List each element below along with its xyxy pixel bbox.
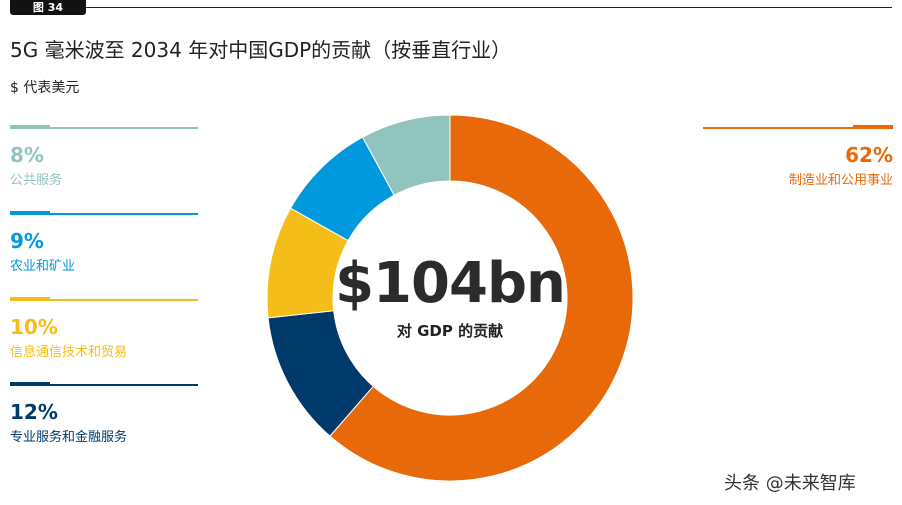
legend-percent: 8% bbox=[10, 143, 44, 167]
legend-rule bbox=[10, 213, 198, 215]
chart-subtitle: $ 代表美元 bbox=[10, 80, 80, 96]
legend-label: 信息通信技术和贸易 bbox=[10, 345, 128, 360]
legend-label: 公共服务 bbox=[10, 173, 63, 188]
legend-percent: 62% bbox=[845, 143, 893, 167]
legend-label: 农业和矿业 bbox=[10, 259, 76, 274]
legend-tick bbox=[10, 382, 50, 386]
figure-tag: 图 34 bbox=[10, 0, 86, 15]
legend-label: 制造业和公用事业 bbox=[788, 173, 893, 188]
legend-tick bbox=[853, 125, 893, 129]
legend-tick bbox=[10, 211, 50, 215]
top-rule bbox=[86, 7, 892, 8]
legend-rule bbox=[10, 127, 198, 129]
donut-slice bbox=[361, 114, 451, 196]
center-total-label: 对 GDP 的贡献 bbox=[396, 322, 504, 340]
legend-percent: 10% bbox=[10, 315, 58, 339]
chart-title: 5G 毫米波至 2034 年对中国GDP的贡献（按垂直行业） bbox=[10, 38, 512, 62]
donut-chart bbox=[266, 114, 634, 482]
donut-slice bbox=[329, 114, 634, 482]
legend-tick bbox=[10, 297, 50, 301]
legend-rule bbox=[703, 127, 893, 129]
watermark: 头条 @未来智库 bbox=[724, 473, 856, 494]
center-total-value: $104bn bbox=[335, 251, 566, 316]
legend-percent: 9% bbox=[10, 229, 44, 253]
legend-percent: 12% bbox=[10, 400, 58, 424]
legend-rule bbox=[10, 299, 198, 301]
legend-rule bbox=[10, 384, 198, 386]
legend-tick bbox=[10, 125, 50, 129]
legend-label: 专业服务和金融服务 bbox=[10, 430, 128, 445]
